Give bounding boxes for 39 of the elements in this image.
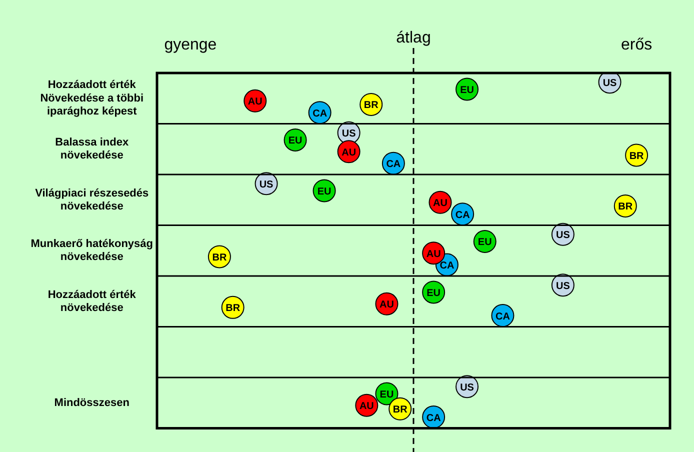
series-label: US (602, 78, 618, 89)
y-tick-label: Mindösszesen (54, 396, 130, 409)
text: BR (618, 202, 633, 213)
text: US (556, 230, 570, 242)
text: CA (312, 108, 328, 120)
series-label: AU (248, 96, 262, 108)
text: BR (212, 252, 227, 264)
text: EU (317, 186, 332, 198)
text: BR (364, 100, 378, 112)
text: BR (392, 404, 408, 416)
text: US (259, 179, 274, 190)
text: CA (426, 412, 441, 424)
text: EU (288, 136, 302, 147)
y-tick-label: Világpiaci részesedés növekedése (35, 187, 149, 212)
text: US (556, 280, 570, 292)
text: EU (426, 288, 441, 299)
text: AU (380, 300, 394, 311)
text: BR (226, 303, 240, 314)
text: CA (386, 159, 401, 170)
text: AU (342, 147, 356, 158)
y-tick-label: Hozzáadott érték növekedése (48, 288, 137, 314)
annotation: erős (620, 36, 652, 54)
ref-line-label: átlag (396, 29, 431, 46)
text: gyenge (164, 36, 217, 54)
text: CA (495, 311, 510, 322)
series-label: CA (440, 260, 454, 272)
y-tick-label: Balassa index növekedése (55, 136, 130, 162)
text: AU (433, 198, 448, 210)
text: AU (426, 248, 441, 260)
text: US (342, 128, 356, 140)
series-label: EU (460, 84, 474, 96)
text: US (460, 382, 474, 394)
text: CA (455, 210, 470, 221)
text: AU (359, 401, 374, 412)
series-label: BR (629, 150, 645, 162)
text: EU (478, 237, 492, 248)
y-tick-label: Hozzáadott érték Növekedése a többi iparághoz képest (40, 79, 144, 118)
y-tick-label: Munkaerő hatékonyság növekedése (30, 238, 154, 264)
text: EU (380, 389, 394, 400)
